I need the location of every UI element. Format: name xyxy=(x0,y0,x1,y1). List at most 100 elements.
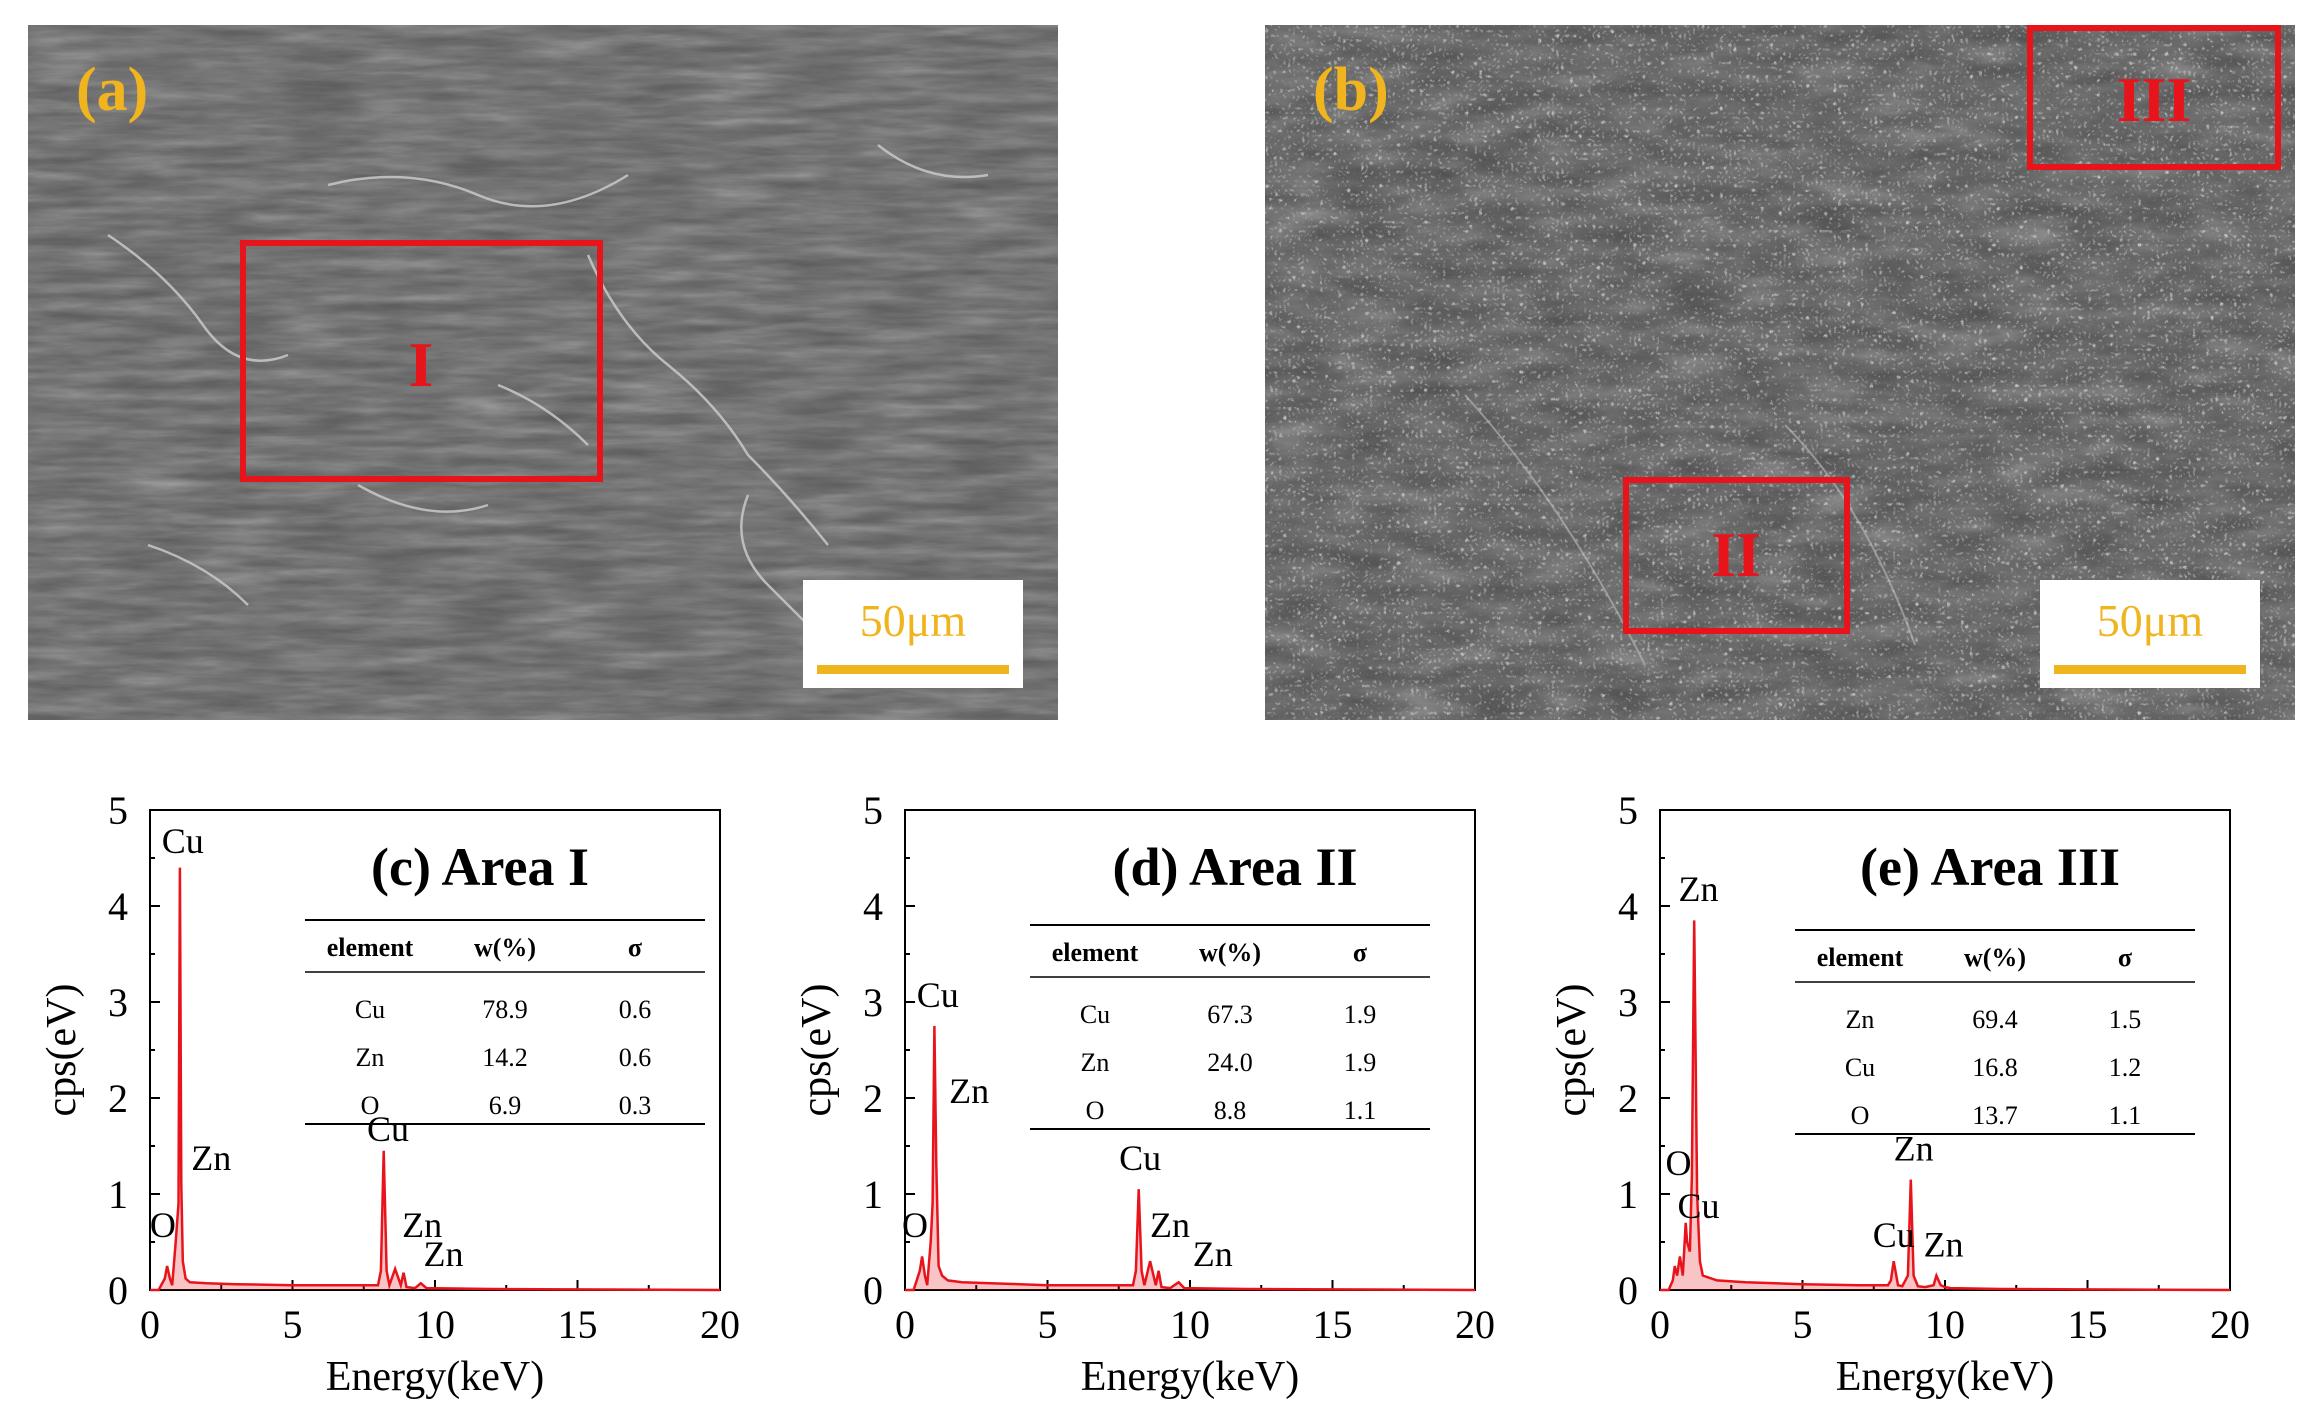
table-cell: 1.9 xyxy=(1344,1048,1377,1077)
roi-box-iii xyxy=(2027,25,2281,170)
y-tick-label: 5 xyxy=(1618,790,1638,833)
peak-label: Zn xyxy=(1150,1205,1190,1245)
table-cell: Cu xyxy=(1080,1000,1110,1029)
y-axis-label: cps(eV) xyxy=(794,984,840,1117)
peak-label: O xyxy=(1666,1143,1692,1183)
table-cell: 14.2 xyxy=(482,1043,528,1072)
table-header: σ xyxy=(628,933,642,962)
y-tick-label: 0 xyxy=(108,1268,128,1313)
x-axis-label: Energy(keV) xyxy=(1836,1354,2054,1400)
x-tick-label: 5 xyxy=(1038,1302,1058,1347)
x-tick-label: 20 xyxy=(700,1302,740,1347)
scale-bar-box-a: 50μm xyxy=(803,580,1023,688)
table-cell: 16.8 xyxy=(1972,1053,2018,1082)
table-cell: 0.3 xyxy=(619,1091,652,1120)
chart-title: (c) Area I xyxy=(371,837,589,897)
sem-texture-a xyxy=(28,25,1058,720)
chart-title: (e) Area III xyxy=(1860,837,2120,897)
table-cell: 1.1 xyxy=(2109,1101,2142,1130)
sem-image-a: (a) I 50μm xyxy=(28,25,1058,720)
table-cell: 0.6 xyxy=(619,1043,652,1072)
table-cell: Cu xyxy=(355,995,385,1024)
roi-label-i: I xyxy=(408,329,434,400)
scale-bar-box-b: 50μm xyxy=(2040,580,2260,688)
peak-label: O xyxy=(902,1205,928,1245)
eds-chart-area-ii: 0 5 10 15 20 0 1 2 3 4 5 Energy(keV) cps(eV) Cu Zn O Cu Z… xyxy=(785,790,1525,1420)
peak-label: O xyxy=(150,1205,176,1245)
x-tick-label: 5 xyxy=(283,1302,303,1347)
table-cell: Zn xyxy=(356,1043,385,1072)
spectrum-line xyxy=(150,867,721,1292)
table-cell: 67.3 xyxy=(1207,1000,1253,1029)
table-cell: O xyxy=(1086,1096,1105,1125)
peak-label: Zn xyxy=(1894,1128,1934,1168)
y-tick-label: 5 xyxy=(108,790,128,833)
peak-label: Cu xyxy=(162,821,204,861)
table-cell: O xyxy=(1851,1101,1870,1130)
x-tick-label: 10 xyxy=(1925,1302,1965,1347)
table-cell: Zn xyxy=(1846,1005,1875,1034)
x-tick-label: 10 xyxy=(1170,1302,1210,1347)
panel-letter-b: (b) xyxy=(1313,56,1389,124)
x-tick-label: 15 xyxy=(558,1302,598,1347)
eds-chart-svg: 0 5 10 15 20012345Energy(keV)cps(eV)ZnOCuZnC… xyxy=(1549,790,2250,1400)
x-tick-label: 0 xyxy=(1650,1302,1670,1347)
y-tick-label: 2 xyxy=(108,1076,128,1121)
peak-label: Cu xyxy=(917,975,959,1015)
table-cell: 13.7 xyxy=(1972,1101,2018,1130)
eds-chart-area-i: 0 5 10 15 20 0 1 2 3 4 5 Energy(keV) cps(eV) Cu Zn O Cu Z… xyxy=(30,790,770,1420)
y-tick-label: 4 xyxy=(108,884,128,929)
peak-label: Zn xyxy=(1678,869,1718,909)
peak-label: Zn xyxy=(1193,1234,1233,1274)
y-tick-label: 1 xyxy=(1618,1172,1638,1217)
spectrum-line xyxy=(905,1025,1476,1292)
table-cell: 78.9 xyxy=(482,995,528,1024)
x-axis-label: Energy(keV) xyxy=(326,1354,544,1400)
roi-label-iii: III xyxy=(2116,64,2192,135)
table-cell: 1.9 xyxy=(1344,1000,1377,1029)
scale-bar-b xyxy=(2054,665,2246,674)
table-cell: 8.8 xyxy=(1214,1096,1247,1125)
table-header: w(%) xyxy=(1964,943,2026,972)
y-tick-label: 5 xyxy=(863,790,883,833)
x-axis-label: Energy(keV) xyxy=(1081,1354,1299,1400)
x-tick-label: 15 xyxy=(2068,1302,2108,1347)
table-cell: 69.4 xyxy=(1972,1005,2018,1034)
roi-label-ii: II xyxy=(1711,519,1761,590)
y-tick-label: 0 xyxy=(1618,1268,1638,1313)
table-cell: Zn xyxy=(1081,1048,1110,1077)
roi-box-i xyxy=(240,240,603,482)
x-tick-label: 15 xyxy=(1313,1302,1353,1347)
table-header: element xyxy=(1052,938,1139,967)
peak-label: Cu xyxy=(1677,1186,1719,1226)
scale-text-a: 50μm xyxy=(859,595,967,646)
x-tick-label: 5 xyxy=(1793,1302,1813,1347)
table-header: w(%) xyxy=(1199,938,1261,967)
table-cell: 24.0 xyxy=(1207,1048,1253,1077)
scale-bar-a xyxy=(817,665,1009,674)
table-cell: 1.1 xyxy=(1344,1096,1377,1125)
sem-image-b: (b) III II 50μm xyxy=(1265,25,2295,720)
eds-chart-area-iii: 0 5 10 15 20 0 1 2 3 4 5 Energy(keV) cps(eV) Zn O Cu Zn C… xyxy=(1540,790,2280,1420)
peak-label: Zn xyxy=(402,1205,442,1245)
y-tick-label: 3 xyxy=(863,980,883,1025)
peak-label: Zn xyxy=(949,1071,989,1111)
spectrum-fill xyxy=(905,1026,1475,1290)
peak-label: Cu xyxy=(367,1109,409,1149)
y-tick-label: 4 xyxy=(1618,884,1638,929)
peak-label: Zn xyxy=(1924,1224,1964,1264)
peak-label: Cu xyxy=(1873,1215,1915,1255)
y-tick-label: 2 xyxy=(1618,1076,1638,1121)
x-tick-label: 10 xyxy=(415,1302,455,1347)
y-tick-label: 4 xyxy=(863,884,883,929)
y-tick-label: 0 xyxy=(863,1268,883,1313)
scale-text-b: 50μm xyxy=(2096,595,2204,646)
chart-title: (d) Area II xyxy=(1112,837,1357,897)
y-tick-label: 2 xyxy=(863,1076,883,1121)
spectrum-line xyxy=(1660,920,2231,1292)
y-tick-label: 3 xyxy=(1618,980,1638,1025)
table-cell: O xyxy=(361,1091,380,1120)
table-cell: Cu xyxy=(1845,1053,1875,1082)
